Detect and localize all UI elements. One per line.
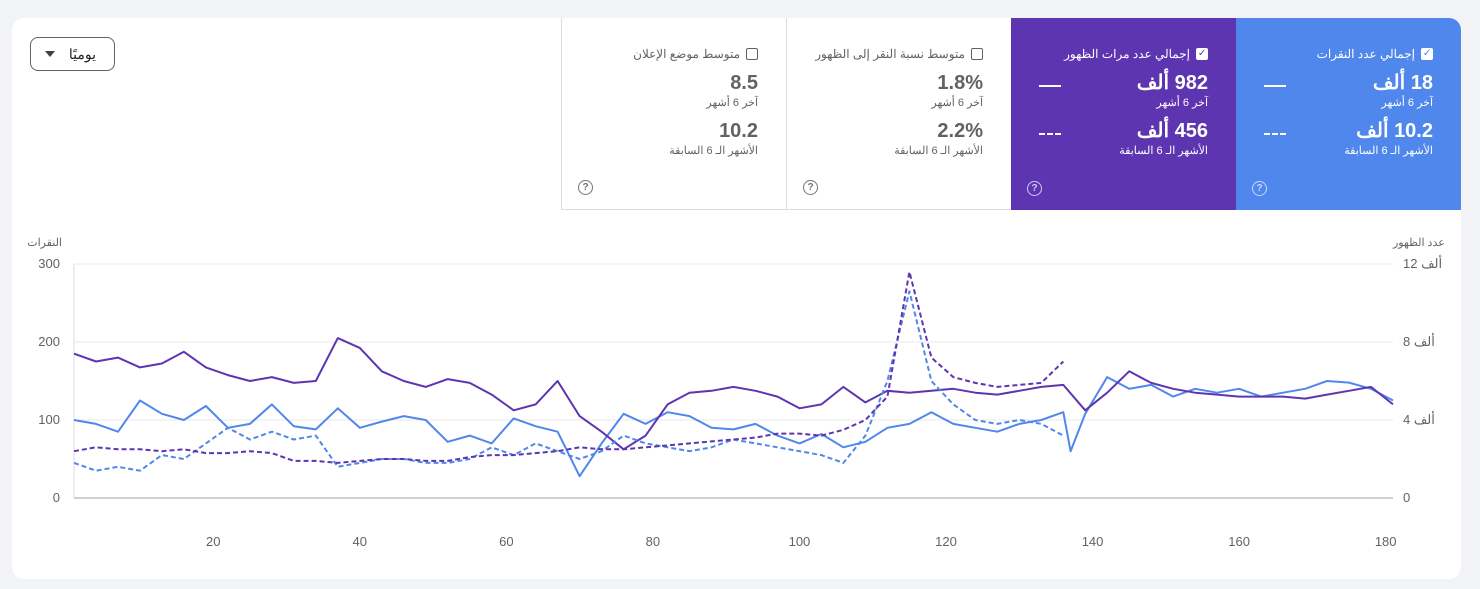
solid-line-legend-icon	[1264, 85, 1286, 87]
metric-value-label: آخر 6 أشهر	[1156, 97, 1208, 109]
series-line-impressions-previous	[73, 270, 1064, 464]
metric-value: 18 ألف	[1372, 72, 1433, 94]
metric-card-position[interactable]: متوسط موضع الإعلان 8.5 آخر 6 أشهر 10.2 ا…	[561, 18, 786, 210]
metric-prev-label: الأشهر الـ 6 السابقة	[669, 145, 758, 157]
metric-prev-value: 10.2 ألف	[1356, 120, 1433, 142]
metric-value-label: آخر 6 أشهر	[931, 97, 983, 109]
x-axis-ticks: 20 40 60 80 100 120 140 160 180	[206, 534, 1397, 549]
dashed-line-legend-icon	[1039, 133, 1061, 135]
right-axis-tick-label: 8 ألف	[1403, 333, 1435, 349]
performance-card: يوميًا ✓ إجمالي عدد النقرات 18 ألف آخر 6 …	[12, 18, 1461, 579]
x-axis-tick-label: 80	[646, 534, 660, 549]
x-axis-tick-label: 140	[1082, 534, 1104, 549]
x-axis-tick-label: 40	[353, 534, 367, 549]
metric-card-impressions[interactable]: ✓ إجمالي عدد مرات الظهور 982 ألف آخر 6 أش…	[1011, 18, 1236, 210]
x-axis-tick-label: 100	[789, 534, 811, 549]
metric-card-ctr[interactable]: متوسط نسبة النقر إلى الظهور 1.8% آخر 6 أ…	[786, 18, 1011, 210]
x-axis-tick-label: 160	[1228, 534, 1250, 549]
metric-value: 982 ألف	[1136, 72, 1208, 94]
left-axis-tick-label: 0	[53, 490, 60, 505]
help-icon[interactable]: ?	[1027, 181, 1042, 196]
metric-value-label: آخر 6 أشهر	[1381, 97, 1433, 109]
left-axis-tick-label: 200	[38, 334, 60, 349]
right-axis-tick-label: 12 ألف	[1403, 255, 1442, 271]
x-axis-tick-label: 120	[935, 534, 957, 549]
dashed-line-legend-icon	[1264, 133, 1286, 135]
granularity-label: يوميًا	[68, 45, 96, 62]
series-line-clicks-current	[73, 376, 1394, 478]
right-axis-title: عدد الظهور	[1392, 237, 1445, 249]
right-axis-tick-label: 0	[1403, 490, 1410, 505]
metric-prev-value: 2.2%	[937, 120, 983, 142]
chart-gridlines	[73, 263, 1393, 499]
metric-label: إجمالي عدد مرات الظهور	[1064, 47, 1190, 61]
metric-value: 1.8%	[937, 72, 983, 94]
metric-label: متوسط موضع الإعلان	[633, 47, 740, 61]
left-axis-tick-label: 100	[38, 412, 60, 427]
x-axis-tick-label: 20	[206, 534, 220, 549]
checkbox-icon[interactable]	[746, 48, 758, 60]
metric-prev-value: 456 ألف	[1136, 120, 1208, 142]
left-axis-title: النقرات	[27, 237, 62, 249]
solid-line-legend-icon	[1039, 85, 1061, 87]
metric-prev-label: الأشهر الـ 6 السابقة	[1119, 145, 1208, 157]
checkbox-icon[interactable]: ✓	[1196, 48, 1208, 60]
help-icon[interactable]: ?	[803, 180, 818, 195]
chevron-down-icon	[45, 51, 55, 57]
metric-prev-label: الأشهر الـ 6 السابقة	[894, 145, 983, 157]
metric-card-clicks[interactable]: ✓ إجمالي عدد النقرات 18 ألف آخر 6 أشهر 10…	[1236, 18, 1461, 210]
metric-label: متوسط نسبة النقر إلى الظهور	[815, 47, 965, 61]
metric-prev-value: 10.2	[719, 120, 758, 142]
x-axis-tick-label: 180	[1375, 534, 1397, 549]
metric-value-label: آخر 6 أشهر	[706, 97, 758, 109]
right-axis-ticks: 0 4 ألف 8 ألف 12 ألف	[1403, 255, 1442, 505]
chart-series	[73, 270, 1394, 478]
metric-prev-label: الأشهر الـ 6 السابقة	[1344, 145, 1433, 157]
series-line-clicks-previous	[73, 290, 1064, 472]
help-icon[interactable]: ?	[1252, 181, 1267, 196]
help-icon[interactable]: ?	[578, 180, 593, 195]
x-axis-tick-label: 60	[499, 534, 513, 549]
left-axis-tick-label: 300	[38, 256, 60, 271]
granularity-dropdown[interactable]: يوميًا	[30, 37, 115, 71]
metric-value: 8.5	[730, 72, 758, 94]
right-axis-tick-label: 4 ألف	[1403, 411, 1435, 427]
performance-chart: النقرات عدد الظهور 0 100 200 300 0 4 ألف 8 أل…	[27, 237, 1445, 549]
checkbox-icon[interactable]: ✓	[1421, 48, 1433, 60]
checkbox-icon[interactable]	[971, 48, 983, 60]
series-line-impressions-current	[73, 337, 1394, 451]
left-axis-ticks: 0 100 200 300	[38, 256, 60, 505]
metric-label: إجمالي عدد النقرات	[1316, 47, 1415, 61]
